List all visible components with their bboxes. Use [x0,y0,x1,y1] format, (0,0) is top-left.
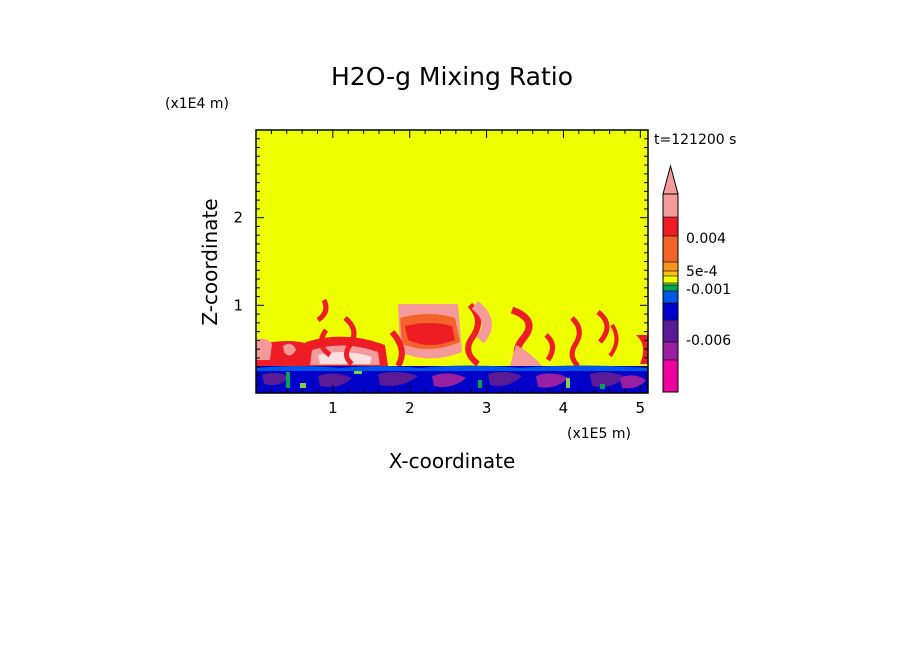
colorbar-swatch [663,291,678,303]
plot-area [256,130,648,393]
colorbar-swatch [663,276,678,283]
colorbar-swatch [663,194,678,217]
colorbar-label: 5e-4 [686,264,718,280]
colorbar-swatch [663,262,678,271]
colorbar-label: 0.004 [686,231,726,247]
colorbar-swatch [663,236,678,262]
y-tick-label: 2 [233,209,243,227]
colorbar-labels: 0.004 5e-4 -0.001 -0.006 [686,231,731,349]
colorbar-extend-arrow [662,164,679,195]
colorbar-label: -0.001 [686,282,731,298]
x-tick-label: 5 [636,399,646,417]
moisture-plumes [256,298,648,370]
y-axis-label: Z-coordinate [198,198,222,325]
colorbar-swatch [663,217,678,236]
colorbar-swatch [663,303,678,320]
colorbar-swatch [663,342,678,360]
colorbar [662,164,679,393]
x-tick-label: 4 [559,399,569,417]
axis-tick-labels: 1 2 3 4 5 1 2 [233,209,645,417]
colorbar-swatch [663,320,678,342]
x-unit-label: (x1E5 m) [567,426,631,442]
y-unit-label: (x1E4 m) [165,96,229,112]
colorbar-swatch [663,360,678,392]
colorbar-label: -0.006 [686,333,731,349]
colorbar-swatch [663,271,678,276]
x-tick-label: 2 [405,399,415,417]
y-tick-label: 1 [233,296,243,314]
colorbar-swatch [663,285,678,291]
colorbar-frame [662,193,679,393]
time-label: t=121200 s [654,132,736,148]
x-tick-label: 3 [482,399,492,417]
chart-title: H2O-g Mixing Ratio [331,62,573,91]
surface-layer [256,365,648,393]
x-tick-label: 1 [328,399,338,417]
x-axis-label: X-coordinate [389,449,516,473]
axis-ticks [256,130,648,393]
colorbar-swatch [663,283,678,285]
